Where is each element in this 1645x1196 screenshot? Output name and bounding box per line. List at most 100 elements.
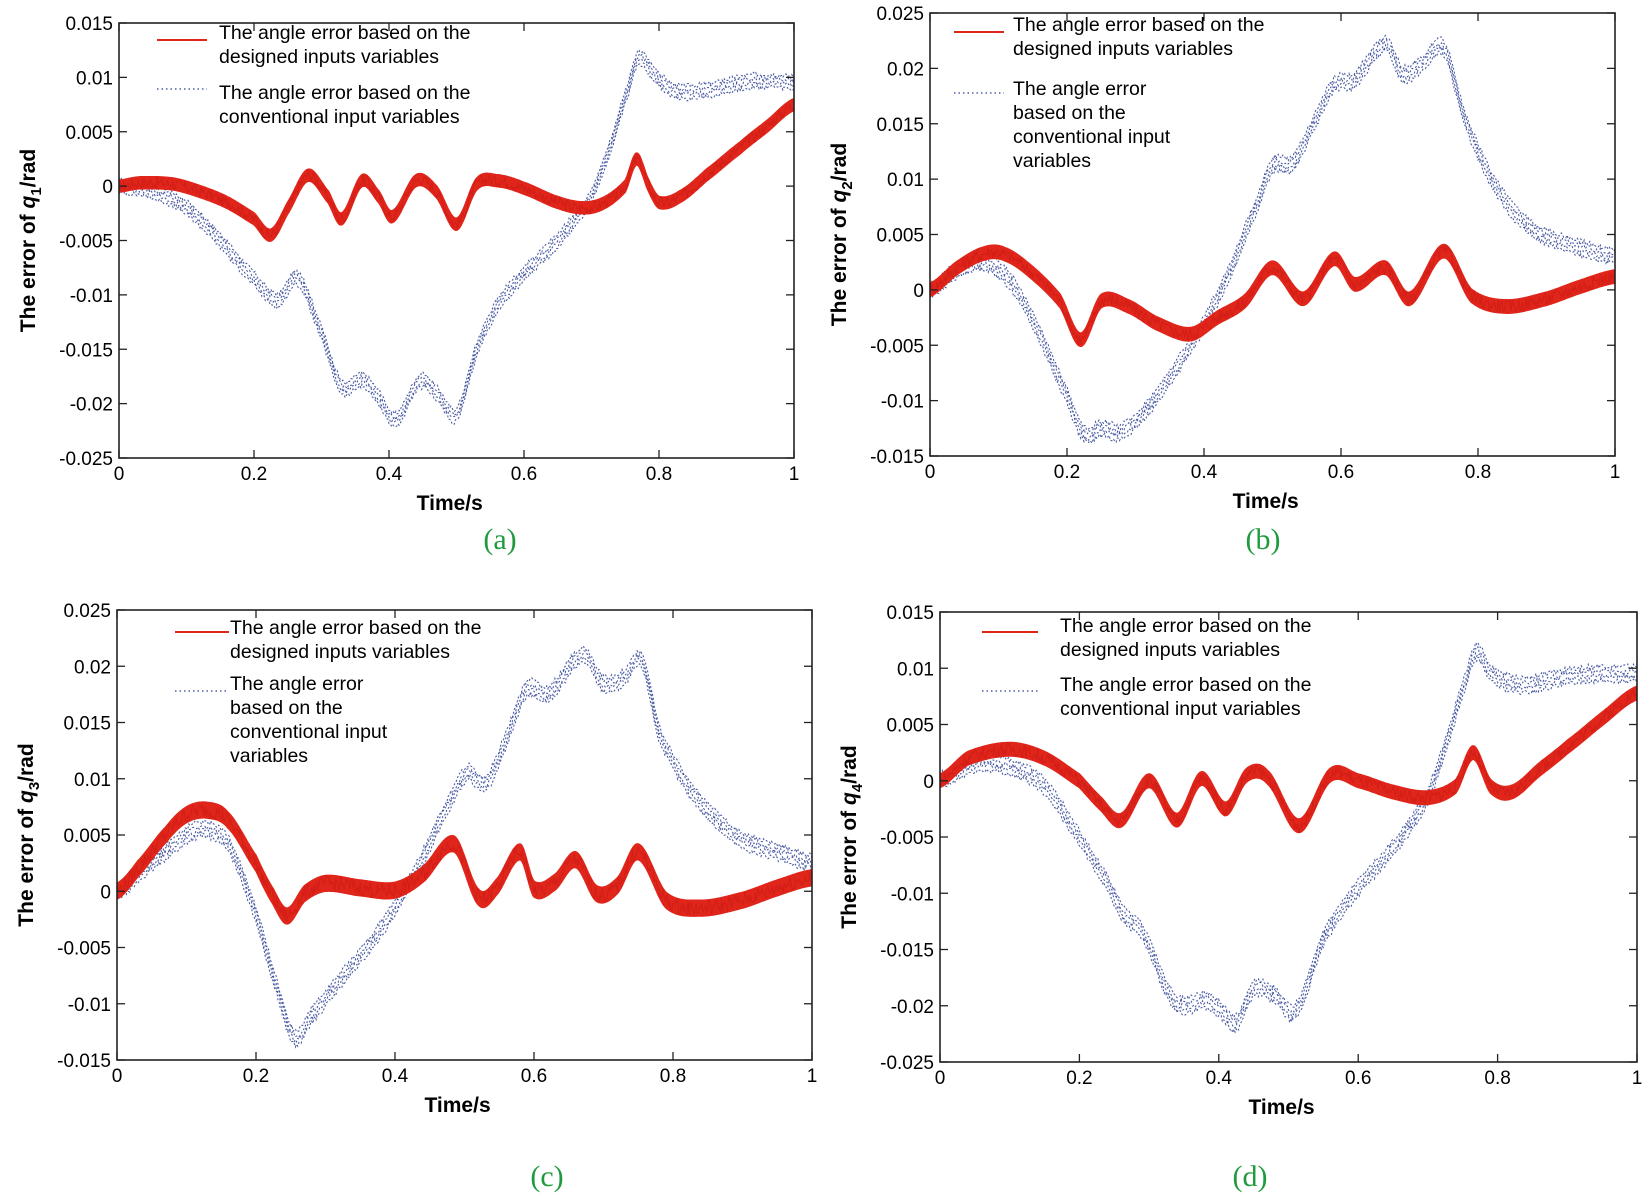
x-tick-label: 0.6: [1328, 462, 1354, 483]
series-band: [117, 801, 812, 925]
series-group: [119, 48, 794, 428]
y-axis-title-prefix: The error of: [15, 803, 38, 927]
x-tick-label: 0.2: [241, 464, 267, 485]
series-conventional-inputs: [930, 34, 1615, 445]
y-tick-label: 0.02: [74, 657, 111, 678]
y-axis-title-var: q: [838, 792, 861, 805]
series-line: [117, 655, 812, 1044]
legend-label: The angle error: [1013, 78, 1147, 100]
legend-label: conventional input: [230, 721, 388, 743]
y-tick-label: 0.005: [63, 826, 111, 847]
y-tick-label: -0.01: [68, 995, 111, 1016]
legend-label: The angle error based on the: [1060, 615, 1312, 637]
series-line: [930, 34, 1615, 431]
y-axis-title-sub: 2: [839, 181, 856, 189]
y-tick-label: -0.005: [59, 232, 113, 253]
series-line: [940, 656, 1637, 1035]
legend-label: The angle error based on the: [219, 82, 471, 104]
x-axis-title: Time/s: [424, 1094, 490, 1117]
series-group: [930, 34, 1615, 445]
series-conventional-inputs: [119, 48, 794, 428]
legend-label: The angle error: [230, 673, 364, 695]
y-axis-title-suffix: /rad: [17, 149, 40, 188]
series-line: [117, 660, 812, 1049]
x-tick-label: 0: [114, 464, 125, 485]
series-designed-inputs: [940, 685, 1637, 834]
series-band: [940, 685, 1637, 834]
x-axis-title: Time/s: [1248, 1096, 1314, 1119]
legend-label: based on the: [1013, 102, 1126, 124]
legend-label: The angle error based on the: [1060, 674, 1312, 696]
legend-label: designed inputs variables: [1060, 639, 1280, 661]
legend-label: based on the: [230, 697, 343, 719]
series-line: [117, 803, 812, 922]
legend-label: conventional input variables: [219, 106, 460, 128]
series-line: [940, 645, 1637, 1025]
legend-label: The angle error based on the: [219, 22, 471, 44]
y-tick-label: -0.015: [59, 340, 113, 361]
y-axis-title-var: q: [17, 196, 40, 209]
x-axis-title: Time/s: [1233, 490, 1299, 513]
series-band: [119, 97, 794, 242]
caption-a: (a): [483, 523, 517, 556]
series-designed-inputs: [117, 801, 812, 925]
legend-label: The angle error based on the: [1013, 14, 1265, 36]
series-conventional-inputs: [940, 641, 1637, 1035]
plot-frame: [116, 609, 813, 1061]
y-tick-label: -0.025: [880, 1053, 934, 1074]
chart-b-svg: 0 0.2 0.4 0.6 0.8 1 -0.015 -0.01 -0.005 0 0.005 0.0…: [828, 4, 1620, 513]
legend-label: conventional input variables: [1060, 698, 1301, 720]
y-axis-title-var: q: [15, 790, 38, 803]
y-axis-title-suffix: /rad: [838, 745, 861, 784]
series-line: [119, 62, 794, 428]
y-tick-label: 0.02: [887, 59, 924, 80]
y-tick-label: -0.005: [880, 828, 934, 849]
y-tick-label: 0: [923, 772, 934, 793]
y-tick-label: -0.015: [880, 941, 934, 962]
y-tick-label: 0.01: [76, 68, 113, 89]
x-tick-label: 0.8: [646, 464, 672, 485]
y-tick-label: 0.025: [876, 4, 924, 25]
x-tick-label: 0.6: [521, 1066, 547, 1087]
series-line: [940, 641, 1637, 1019]
y-axis-title-suffix: /rad: [828, 143, 851, 182]
y-axis-title-sub: 1: [28, 187, 45, 195]
x-tick-label: 0.6: [1345, 1068, 1371, 1089]
x-tick-label: 0.4: [1191, 462, 1218, 483]
chart-c-svg: 0 0.2 0.4 0.6 0.8 1 -0.015 -0.01 -0.005 0 0.005 0.0…: [15, 601, 817, 1117]
y-tick-label: 0.015: [65, 14, 113, 35]
series-line: [940, 651, 1637, 1029]
y-tick-label: -0.005: [57, 939, 111, 960]
y-tick-label: -0.015: [870, 447, 924, 468]
series-line: [930, 43, 1615, 442]
x-tick-label: 0.8: [1465, 462, 1491, 483]
series-line: [119, 102, 794, 238]
series-line: [930, 244, 1615, 345]
y-axis-title-prefix: The error of: [838, 805, 861, 929]
y-tick-label: 0: [102, 177, 113, 198]
y-axis-title: The error of q4/rad: [838, 745, 866, 928]
legend-label: The angle error based on the: [230, 617, 482, 639]
y-tick-label: -0.02: [891, 997, 934, 1018]
y-tick-label: -0.01: [70, 286, 113, 307]
legend-label: variables: [1013, 150, 1091, 172]
y-axis-title-prefix: The error of: [17, 209, 40, 333]
legend-label: conventional input: [1013, 126, 1171, 148]
y-axis-title-sub: 3: [26, 782, 43, 790]
caption-c: (c): [530, 1160, 564, 1193]
y-tick-label: 0.015: [876, 115, 924, 136]
series-line: [930, 49, 1615, 445]
caption-b: (b): [1245, 523, 1281, 556]
x-tick-label: 0.2: [1054, 462, 1080, 483]
y-tick-label: -0.015: [57, 1051, 111, 1072]
y-tick-label: -0.025: [59, 449, 113, 470]
y-axis-title: The error of q1/rad: [17, 149, 45, 332]
panel-c: 0 0.2 0.4 0.6 0.8 1 -0.015 -0.01 -0.005 0 0.005 0.0…: [0, 580, 822, 1196]
panel-a: 0 0.2 0.4 0.6 0.8 1 -0.025 -0.02 -0.015 -0.01 -0.0…: [0, 0, 822, 570]
x-tick-label: 0.2: [243, 1066, 269, 1087]
panel-b: 0 0.2 0.4 0.6 0.8 1 -0.015 -0.01 -0.005 0 0.005 0.0…: [822, 0, 1645, 570]
y-tick-label: -0.01: [881, 392, 924, 413]
